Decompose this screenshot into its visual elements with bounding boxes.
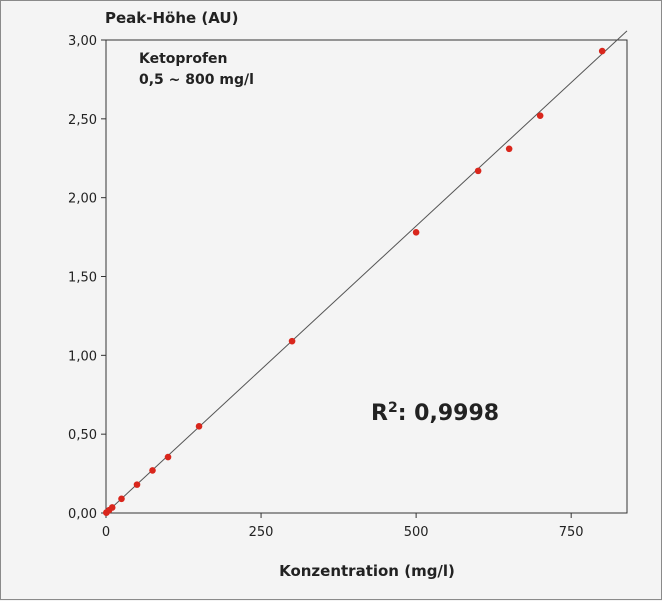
y-axis-label: Peak-Höhe (AU)	[105, 9, 238, 27]
annotation-range: 0,5 ~ 800 mg/l	[139, 72, 254, 88]
x-axis-ticks: 0 250 500 750	[102, 513, 584, 540]
x-axis-label: Konzentration (mg/l)	[279, 562, 455, 580]
data-point	[195, 422, 203, 430]
y-axis-ticks: 0,00 0,50 1,00 1,50 2,00 2,50 3,00	[68, 34, 106, 522]
x-tick-label: 250	[249, 525, 274, 540]
data-point	[118, 495, 125, 503]
data-point	[133, 481, 141, 488]
x-tick-label: 0	[102, 525, 110, 540]
data-point	[536, 112, 544, 119]
y-tick-label: 2,00	[68, 192, 97, 207]
r-squared-value: : 0,9998	[398, 401, 499, 426]
data-point	[412, 229, 420, 236]
data-point	[505, 145, 513, 153]
data-point	[288, 337, 296, 345]
regression-line	[105, 30, 628, 514]
y-tick-label: 3,00	[68, 34, 97, 49]
data-point	[108, 504, 116, 511]
data-point	[164, 453, 172, 461]
data-points	[103, 47, 606, 516]
y-tick-label: 0,00	[68, 507, 97, 522]
data-point	[598, 47, 606, 55]
plot-area	[105, 39, 628, 514]
data-point	[474, 167, 482, 175]
y-tick-label: 0,50	[68, 428, 97, 443]
y-tick-label: 2,50	[68, 113, 97, 128]
annotation-compound: Ketoprofen	[139, 51, 228, 67]
r-squared-label: R2: 0,9998	[371, 400, 499, 426]
y-tick-label: 1,00	[68, 349, 97, 364]
r-squared-exponent: 2	[388, 400, 398, 416]
y-tick-label: 1,50	[68, 271, 97, 286]
x-tick-label: 500	[404, 525, 429, 540]
r-squared-r: R	[371, 401, 388, 426]
data-point	[149, 467, 156, 474]
x-tick-label: 750	[559, 525, 584, 540]
